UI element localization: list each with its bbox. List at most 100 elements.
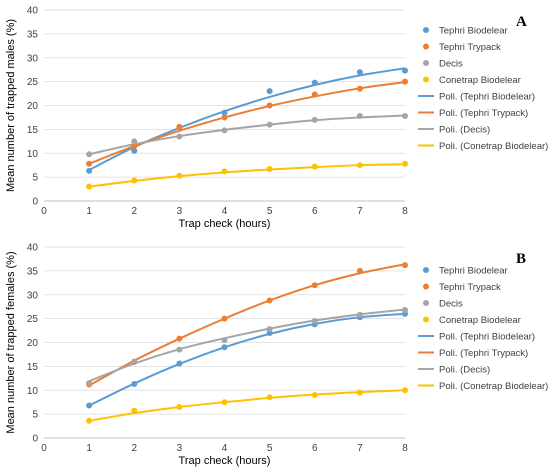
y-tick-label: 10: [27, 386, 39, 397]
data-point-tephri-trypack: [221, 114, 228, 121]
y-tick-label: 35: [27, 266, 39, 277]
data-point-tephri-biodelear: [402, 67, 408, 74]
y-tick-label: 10: [27, 149, 39, 160]
data-point-tephri-trypack: [266, 102, 273, 109]
legend-marker: [423, 43, 429, 50]
data-point-tephri-trypack: [176, 123, 183, 130]
trend-line-decis: [88, 114, 406, 156]
data-point-decis: [221, 337, 228, 344]
data-point-tephri-biodelear: [176, 360, 183, 367]
data-point-tephri-trypack: [221, 315, 228, 322]
legend-entry: Conetrap Biodelear: [439, 75, 521, 86]
y-tick-label: 40: [27, 243, 39, 254]
data-point-conetrap-biodelear: [131, 407, 138, 414]
trend-line-tephri-biodelear: [88, 312, 406, 407]
x-axis-label: Trap check (hours): [179, 455, 271, 467]
y-tick-label: 20: [27, 338, 39, 349]
legend-entry: Tephri Biodelear: [439, 266, 508, 277]
data-point-tephri-trypack: [402, 78, 408, 85]
legend-marker: [423, 316, 429, 323]
y-tick-label: 15: [27, 125, 39, 136]
data-point-decis: [221, 127, 228, 134]
legend-entry: Poli. (Tephri Trypack): [439, 348, 528, 359]
trend-line-conetrap-biodelear: [88, 163, 406, 188]
data-point-tephri-biodelear: [86, 402, 93, 409]
data-point-conetrap-biodelear: [131, 177, 138, 184]
data-point-conetrap-biodelear: [266, 166, 273, 173]
legend-entry: Tephri Trypack: [439, 42, 501, 53]
legend-marker: [423, 267, 429, 273]
data-point-decis: [356, 311, 363, 318]
data-point-conetrap-biodelear: [402, 160, 408, 167]
x-tick-label: 1: [86, 443, 92, 454]
data-point-tephri-trypack: [86, 160, 93, 167]
data-point-tephri-trypack: [131, 143, 138, 150]
data-point-tephri-trypack: [176, 335, 183, 342]
data-point-tephri-biodelear: [131, 147, 138, 154]
x-axis-label: Trap check (hours): [179, 218, 271, 230]
legend-entry: Tephri Biodelear: [439, 26, 508, 37]
data-point-decis: [266, 326, 273, 333]
data-point-conetrap-biodelear: [311, 392, 318, 399]
data-point-decis: [266, 121, 273, 128]
y-tick-label: 25: [27, 314, 39, 325]
x-tick-label: 3: [177, 443, 183, 454]
data-point-decis: [86, 380, 93, 387]
x-tick-label: 8: [402, 443, 408, 454]
data-point-conetrap-biodelear: [176, 403, 183, 410]
data-point-conetrap-biodelear: [221, 168, 228, 175]
data-point-tephri-biodelear: [266, 88, 273, 95]
y-tick-label: 5: [32, 410, 38, 421]
legend-entry: Poli. (Tephri Biodelear): [439, 92, 535, 103]
trend-line-tephri-trypack: [88, 81, 406, 165]
legend-entry: Poli. (Tephri Trypack): [439, 108, 528, 119]
legend-marker: [423, 60, 429, 66]
panel-label: B: [516, 251, 526, 267]
y-tick-label: 0: [32, 434, 38, 445]
trend-line-decis: [88, 308, 406, 383]
data-point-decis: [402, 113, 408, 120]
y-axis-label: Mean number of trapped females (%): [5, 251, 17, 433]
trend-line-conetrap-biodelear: [88, 389, 406, 422]
y-tick-label: 5: [32, 173, 38, 184]
x-tick-label: 6: [312, 206, 318, 217]
legend-entry: Poli. (Conetrap Biodelear): [439, 381, 548, 392]
chart-panel-b: 0 5 10 15 20 25 30 35 40 0 1 2 3 4 5 6 7 8 Trap check (hou…: [5, 243, 548, 468]
y-tick-label: 15: [27, 362, 39, 373]
legend-marker: [423, 283, 429, 290]
data-point-decis: [176, 133, 183, 140]
y-tick-label: 20: [27, 101, 39, 112]
x-tick-label: 5: [267, 443, 273, 454]
y-tick-label: 30: [27, 290, 39, 301]
data-point-decis: [311, 116, 318, 123]
legend-entry: Tephri Trypack: [439, 282, 501, 293]
x-tick-label: 5: [267, 206, 273, 217]
legend-entry: Poli. (Decis): [439, 365, 490, 376]
legend-entry: Conetrap Biodelear: [439, 315, 521, 326]
data-point-tephri-biodelear: [221, 344, 228, 351]
data-point-conetrap-biodelear: [221, 399, 228, 406]
data-point-tephri-trypack: [402, 262, 408, 269]
data-point-tephri-trypack: [356, 85, 363, 92]
x-tick-label: 3: [177, 206, 183, 217]
x-tick-label: 2: [131, 443, 137, 454]
data-point-tephri-trypack: [311, 91, 318, 98]
data-point-decis: [176, 346, 183, 353]
panel-label: A: [516, 14, 527, 30]
x-tick-label: 4: [222, 206, 228, 217]
x-tick-label: 7: [357, 206, 363, 217]
y-tick-label: 0: [32, 197, 38, 208]
y-tick-label: 25: [27, 77, 39, 88]
legend-marker: [423, 300, 429, 306]
data-point-decis: [402, 307, 408, 314]
data-point-decis: [86, 151, 93, 158]
legend-marker: [423, 27, 429, 33]
y-tick-label: 40: [27, 6, 39, 17]
y-tick-label: 30: [27, 53, 39, 64]
data-point-decis: [131, 138, 138, 145]
legend-entry: Poli. (Tephri Biodelear): [439, 332, 535, 343]
data-point-tephri-biodelear: [221, 109, 228, 116]
data-point-conetrap-biodelear: [356, 389, 363, 396]
data-point-tephri-trypack: [356, 267, 363, 274]
data-point-conetrap-biodelear: [86, 417, 93, 424]
